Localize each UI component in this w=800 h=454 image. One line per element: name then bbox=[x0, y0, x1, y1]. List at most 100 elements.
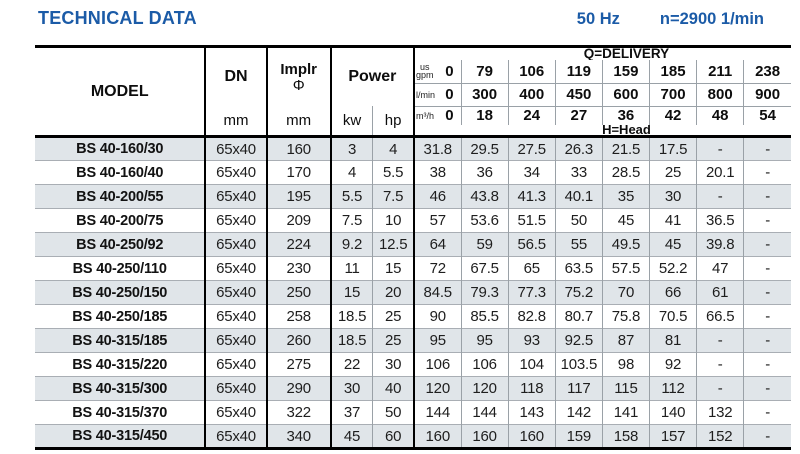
head-value-cell: 47 bbox=[696, 256, 745, 281]
table-row: BS 40-250/110 65x40 230 11 15 72 67.5 65 63.5 57.… bbox=[35, 256, 791, 281]
dn-cell: 65x40 bbox=[205, 184, 268, 209]
head-value-cell: 45 bbox=[602, 208, 651, 233]
kw-cell: 30 bbox=[330, 376, 374, 401]
head-value-cell: - bbox=[765, 380, 770, 397]
head-value-cell: 63.5 bbox=[555, 256, 603, 281]
head-value-cell: - bbox=[765, 212, 770, 229]
head-value-cell: 25 bbox=[649, 160, 698, 185]
table-row: BS 40-160/40 65x40 170 4 5.5 38 36 34 33 28.5 25 20… bbox=[35, 160, 791, 185]
head-value-cell: 30 bbox=[649, 184, 698, 209]
head-value-cell: 50 bbox=[555, 208, 603, 233]
head-value-cell: 92 bbox=[649, 352, 698, 377]
table-header: MODEL DN Implr Φ Power Q=DELIVERY us gpm… bbox=[35, 46, 791, 137]
flow-value: 185 bbox=[649, 60, 698, 84]
head-value-cell: 52.2 bbox=[649, 256, 698, 281]
impeller-cell: 170 bbox=[266, 160, 332, 185]
flow-value: 400 bbox=[508, 83, 556, 107]
table-row: BS 40-315/450 65x40 340 45 60 160 160 160 159 158… bbox=[35, 424, 791, 449]
head-value-cell: 38 bbox=[413, 160, 462, 185]
head-value-cell: 43.8 bbox=[461, 184, 509, 209]
flow-value: 300 bbox=[461, 83, 509, 107]
head-value-cell: 51.5 bbox=[508, 208, 556, 233]
head-value-cell: 90 bbox=[413, 304, 462, 329]
head-value-cell: 158 bbox=[602, 424, 651, 449]
head-value-cell: 34 bbox=[508, 160, 556, 185]
impeller-cell: 322 bbox=[266, 400, 332, 425]
model-cell: BS 40-250/150 bbox=[35, 280, 207, 305]
col-header-model: MODEL bbox=[35, 46, 207, 137]
impeller-cell: 250 bbox=[266, 280, 332, 305]
unit-label: gpm bbox=[415, 70, 434, 81]
head-value-cell: - bbox=[696, 352, 745, 377]
head-value-cell: 35 bbox=[602, 184, 651, 209]
head-value-cell: 103.5 bbox=[555, 352, 603, 377]
head-value-cell: 40.1 bbox=[555, 184, 603, 209]
head-value-cell: 157 bbox=[649, 424, 698, 449]
flow-zero: 0 bbox=[445, 107, 454, 125]
impeller-cell: 258 bbox=[266, 304, 332, 329]
head-value-cell: 33 bbox=[555, 160, 603, 185]
dn-cell: 65x40 bbox=[205, 352, 268, 377]
head-value-cell: 26.3 bbox=[555, 136, 603, 161]
dn-cell: 65x40 bbox=[205, 304, 268, 329]
head-value-cell: 70 bbox=[602, 280, 651, 305]
head-value-cell: 55 bbox=[555, 232, 603, 257]
head-value-cell: 66 bbox=[649, 280, 698, 305]
head-value-cell: 120 bbox=[413, 376, 462, 401]
model-cell: BS 40-160/40 bbox=[35, 160, 207, 185]
hp-cell: 10 bbox=[372, 208, 415, 233]
flow-unit-usgpm: us gpm 0 bbox=[413, 60, 462, 84]
col-header-impeller: Implr Φ bbox=[266, 46, 332, 106]
unit-label: l/min bbox=[415, 89, 435, 100]
head-value-cell: 36 bbox=[461, 160, 509, 185]
head-value-cell: 115 bbox=[602, 376, 651, 401]
q-delivery-label: Q=DELIVERY bbox=[583, 46, 670, 60]
impeller-cell: 275 bbox=[266, 352, 332, 377]
head-value-cell: 66.5 bbox=[696, 304, 745, 329]
dn-cell: 65x40 bbox=[205, 400, 268, 425]
head-value-cell: 29.5 bbox=[461, 136, 509, 161]
table-row: BS 40-250/92 65x40 224 9.2 12.5 64 59 56.5 55 49.… bbox=[35, 232, 791, 257]
table-row: BS 40-250/150 65x40 250 15 20 84.5 79.3 77.3 75.… bbox=[35, 280, 791, 305]
hp-cell: 5.5 bbox=[372, 160, 415, 185]
head-value-cell: 77.3 bbox=[508, 280, 556, 305]
model-cell: BS 40-200/55 bbox=[35, 184, 207, 209]
phi-symbol: Φ bbox=[292, 77, 305, 94]
head-value-cell: - bbox=[765, 404, 770, 421]
head-value-cell: 39.8 bbox=[696, 232, 745, 257]
spec-labels: 50 Hz n=2900 1/min bbox=[577, 10, 764, 29]
unit-mm-dn: mm bbox=[205, 106, 268, 137]
hp-cell: 60 bbox=[372, 424, 415, 449]
head-value-cell: - bbox=[765, 284, 770, 301]
head-value-cell: 75.8 bbox=[602, 304, 651, 329]
head-value-cell: 57.5 bbox=[602, 256, 651, 281]
head-value-cell: 20.1 bbox=[696, 160, 745, 185]
head-value-cell: 70.5 bbox=[649, 304, 698, 329]
head-value-cell: 132 bbox=[696, 400, 745, 425]
hp-cell: 25 bbox=[372, 328, 415, 353]
head-value-cell: - bbox=[765, 236, 770, 253]
table-row: BS 40-200/75 65x40 209 7.5 10 57 53.6 51.5 50 45 4… bbox=[35, 208, 791, 233]
table-row: BS 40-200/55 65x40 195 5.5 7.5 46 43.8 41.3 40.1… bbox=[35, 184, 791, 209]
head-value-cell: 143 bbox=[508, 400, 556, 425]
flow-unit-lmin: l/min 0 bbox=[413, 83, 462, 107]
head-value-cell: 46 bbox=[413, 184, 462, 209]
hp-cell: 7.5 bbox=[372, 184, 415, 209]
head-value-cell: - bbox=[696, 184, 745, 209]
head-value-cell: 80.7 bbox=[555, 304, 603, 329]
head-value-cell: 106 bbox=[413, 352, 462, 377]
head-value-cell: 152 bbox=[696, 424, 745, 449]
impeller-label: Implr bbox=[280, 61, 318, 78]
hp-cell: 25 bbox=[372, 304, 415, 329]
kw-cell: 15 bbox=[330, 280, 374, 305]
model-cell: BS 40-315/370 bbox=[35, 400, 207, 425]
flow-value: 450 bbox=[555, 83, 603, 107]
flow-value: 238 bbox=[743, 60, 791, 84]
impeller-cell: 160 bbox=[266, 136, 332, 161]
head-value-cell: 160 bbox=[508, 424, 556, 449]
head-value-cell: 57 bbox=[413, 208, 462, 233]
dn-cell: 65x40 bbox=[205, 280, 268, 305]
head-value-cell: 67.5 bbox=[461, 256, 509, 281]
head-value-cell: - bbox=[765, 427, 770, 445]
head-value-cell: 59 bbox=[461, 232, 509, 257]
